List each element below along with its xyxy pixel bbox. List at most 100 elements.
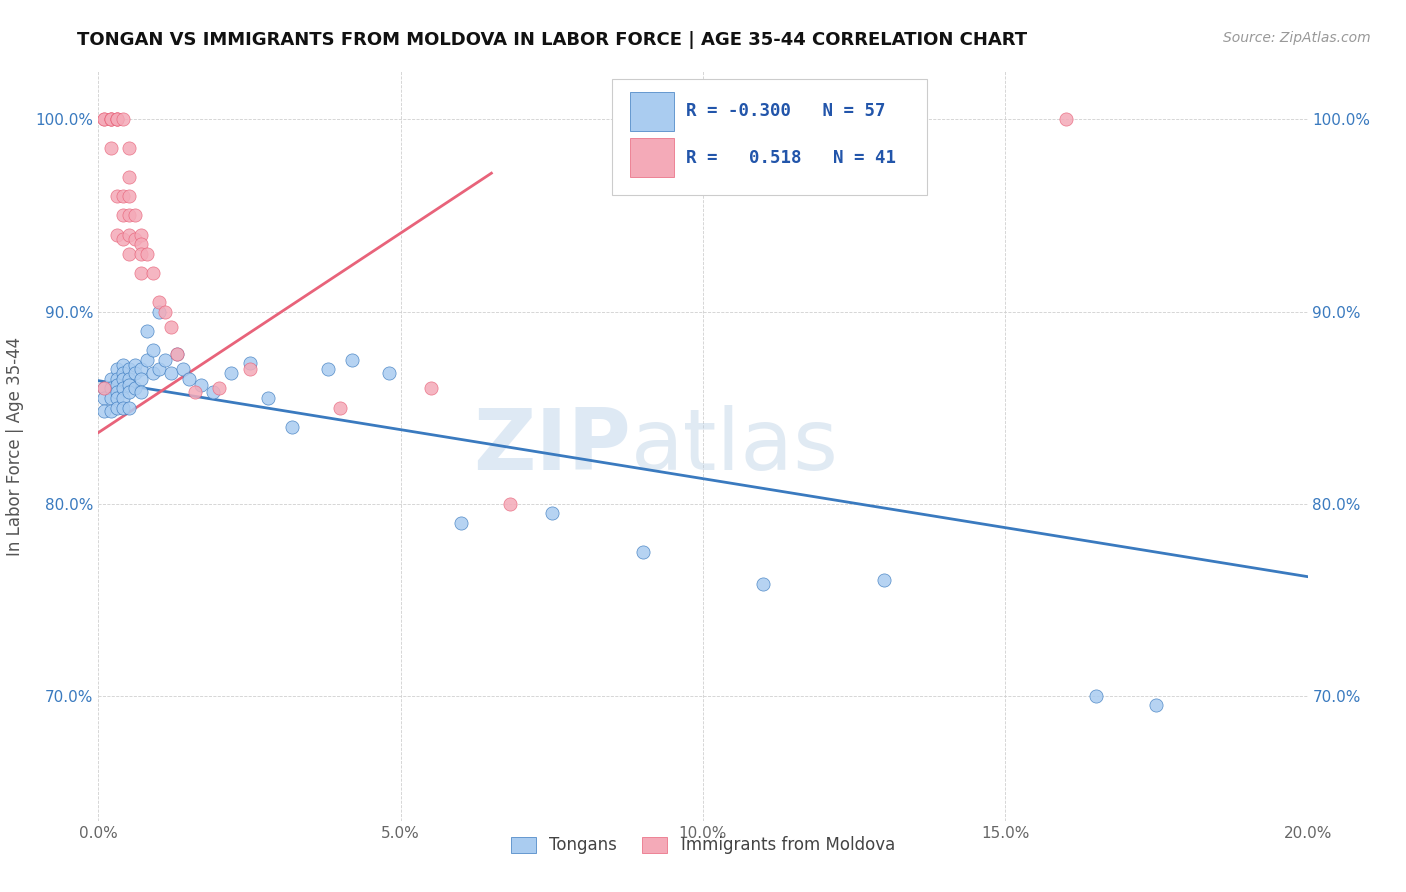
Point bbox=[239, 362, 262, 376]
Point bbox=[100, 404, 122, 418]
Point bbox=[100, 112, 122, 127]
Point bbox=[172, 362, 194, 376]
Y-axis label: In Labor Force | Age 35-44: In Labor Force | Age 35-44 bbox=[7, 336, 24, 556]
Point bbox=[111, 231, 134, 245]
Point bbox=[118, 247, 141, 261]
Point bbox=[1054, 112, 1077, 127]
Point bbox=[105, 377, 128, 392]
Point bbox=[239, 356, 262, 370]
Point bbox=[450, 516, 472, 530]
Point bbox=[631, 544, 654, 558]
Point bbox=[93, 112, 115, 127]
Point bbox=[179, 372, 201, 386]
Point bbox=[1144, 698, 1167, 713]
FancyBboxPatch shape bbox=[613, 78, 927, 195]
Point bbox=[100, 112, 122, 127]
Point bbox=[316, 362, 339, 376]
Point bbox=[202, 385, 225, 400]
Point bbox=[153, 304, 176, 318]
Point bbox=[111, 391, 134, 405]
Point bbox=[129, 372, 152, 386]
Point bbox=[100, 391, 122, 405]
Point bbox=[118, 169, 141, 184]
Text: R = -0.300   N = 57: R = -0.300 N = 57 bbox=[686, 102, 886, 120]
Point bbox=[93, 391, 115, 405]
Point bbox=[148, 362, 170, 376]
Point bbox=[142, 366, 165, 380]
Point bbox=[377, 366, 399, 380]
Point bbox=[135, 352, 157, 367]
Point bbox=[118, 377, 141, 392]
Point bbox=[93, 381, 115, 395]
Point bbox=[129, 362, 152, 376]
Point bbox=[93, 112, 115, 127]
Point bbox=[100, 372, 122, 386]
Point bbox=[105, 189, 128, 203]
Point bbox=[105, 362, 128, 376]
Point bbox=[160, 366, 183, 380]
Point bbox=[129, 227, 152, 242]
Point bbox=[105, 112, 128, 127]
Point bbox=[166, 347, 188, 361]
Point bbox=[153, 352, 176, 367]
Point bbox=[129, 266, 152, 280]
Point bbox=[111, 366, 134, 380]
Point bbox=[281, 419, 304, 434]
Point bbox=[105, 112, 128, 127]
Point bbox=[105, 385, 128, 400]
Point bbox=[129, 385, 152, 400]
Point bbox=[100, 381, 122, 395]
Text: ZIP: ZIP bbox=[472, 404, 630, 488]
Point bbox=[184, 385, 207, 400]
Point bbox=[129, 237, 152, 252]
Point bbox=[142, 343, 165, 357]
Point bbox=[105, 391, 128, 405]
Point bbox=[105, 112, 128, 127]
Point bbox=[1085, 689, 1108, 703]
Point bbox=[124, 381, 146, 395]
Point bbox=[873, 574, 896, 588]
Point bbox=[221, 366, 243, 380]
Point bbox=[118, 385, 141, 400]
Point bbox=[118, 362, 141, 376]
Text: R =   0.518   N = 41: R = 0.518 N = 41 bbox=[686, 149, 896, 167]
Point bbox=[135, 247, 157, 261]
Point bbox=[111, 372, 134, 386]
Point bbox=[118, 141, 141, 155]
Point bbox=[129, 247, 152, 261]
Point bbox=[342, 352, 364, 367]
Point bbox=[111, 209, 134, 223]
Point bbox=[93, 404, 115, 418]
Point bbox=[118, 372, 141, 386]
Point bbox=[190, 377, 212, 392]
Text: Source: ZipAtlas.com: Source: ZipAtlas.com bbox=[1223, 31, 1371, 45]
Point bbox=[100, 141, 122, 155]
Point bbox=[111, 112, 134, 127]
Text: TONGAN VS IMMIGRANTS FROM MOLDOVA IN LABOR FORCE | AGE 35-44 CORRELATION CHART: TONGAN VS IMMIGRANTS FROM MOLDOVA IN LAB… bbox=[77, 31, 1028, 49]
Point bbox=[105, 401, 128, 415]
Point bbox=[118, 189, 141, 203]
Point bbox=[124, 366, 146, 380]
Point bbox=[329, 401, 352, 415]
FancyBboxPatch shape bbox=[630, 92, 673, 130]
Point bbox=[111, 359, 134, 373]
Point bbox=[118, 227, 141, 242]
Point bbox=[148, 304, 170, 318]
Point bbox=[208, 381, 231, 395]
Point bbox=[148, 294, 170, 309]
Point bbox=[111, 381, 134, 395]
Point bbox=[124, 359, 146, 373]
Point bbox=[100, 112, 122, 127]
Point bbox=[111, 401, 134, 415]
Point bbox=[105, 227, 128, 242]
Point bbox=[160, 319, 183, 334]
Point bbox=[124, 231, 146, 245]
Text: atlas: atlas bbox=[630, 404, 838, 488]
Point bbox=[118, 209, 141, 223]
Point bbox=[111, 189, 134, 203]
FancyBboxPatch shape bbox=[630, 138, 673, 177]
Point bbox=[118, 401, 141, 415]
Point bbox=[93, 381, 115, 395]
Point bbox=[105, 372, 128, 386]
Point bbox=[166, 347, 188, 361]
